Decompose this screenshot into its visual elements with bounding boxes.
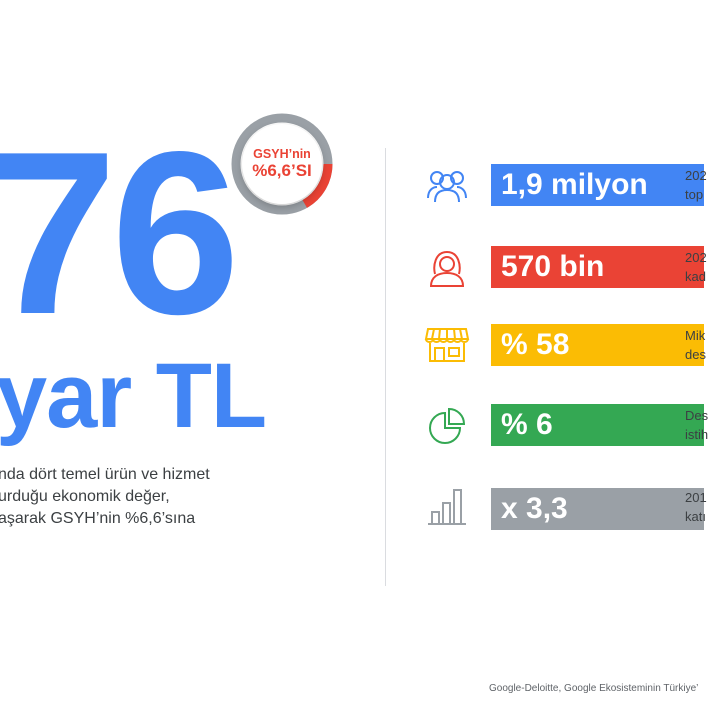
people-group-icon xyxy=(420,158,474,212)
stat-text-line: Des xyxy=(685,408,709,423)
hero-description-line: aşarak GSYH’nin %6,6’sına xyxy=(0,510,196,527)
hero-description-line: nda dört temel ürün ve hizmet xyxy=(0,466,210,483)
stat-text-3: Mik des xyxy=(685,326,712,364)
stat-bar-users: 1,9 milyon xyxy=(491,164,704,206)
woman-icon xyxy=(420,240,474,294)
stat-text-4: Des istih xyxy=(685,406,712,444)
stat-text-2: 202 kad xyxy=(685,248,712,286)
hero-unit: yar TL xyxy=(0,345,267,447)
pie-chart-icon xyxy=(420,398,474,452)
hero-number: 76 xyxy=(0,104,240,363)
ring-segment xyxy=(302,163,333,208)
stat-text-line: top xyxy=(685,187,704,202)
stat-bar-growth: x 3,3 xyxy=(491,488,704,530)
gdp-share-badge: GSYH’nin %6,6’SI xyxy=(228,110,336,218)
source-footnote: Google-Deloitte, Google Ekosisteminin Tü… xyxy=(489,683,699,694)
badge-line-2: %6,6’SI xyxy=(252,161,312,180)
gdp-share-ring xyxy=(231,113,333,215)
storefront-icon xyxy=(420,317,474,371)
stat-bar-employment: % 6 xyxy=(491,404,704,446)
hero-description: nda dört temel ürün ve hizmet urduğu eko… xyxy=(0,464,268,530)
badge-line-1: GSYH’nin xyxy=(253,147,311,161)
stat-text-5: 201 katı xyxy=(685,488,712,526)
hero-description-line: urduğu ekonomik değer, xyxy=(0,488,170,505)
bar-chart-icon xyxy=(420,480,474,534)
stat-text-line: kad xyxy=(685,269,706,284)
badge-label: GSYH’nin %6,6’SI xyxy=(242,124,322,204)
stat-text-line: 202 xyxy=(685,168,707,183)
stat-bar-women: 570 bin xyxy=(491,246,704,288)
stat-bar-sme: % 58 xyxy=(491,324,704,366)
stat-text-line: des xyxy=(685,347,706,362)
stat-text-line: 202 xyxy=(685,250,707,265)
stat-text-1: 202 top xyxy=(685,166,712,204)
stat-text-line: istih xyxy=(685,427,709,442)
vertical-divider xyxy=(385,148,386,586)
stat-text-line: Mik xyxy=(685,328,706,343)
stat-text-line: 201 xyxy=(685,490,707,505)
stat-text-line: katı xyxy=(685,509,706,524)
